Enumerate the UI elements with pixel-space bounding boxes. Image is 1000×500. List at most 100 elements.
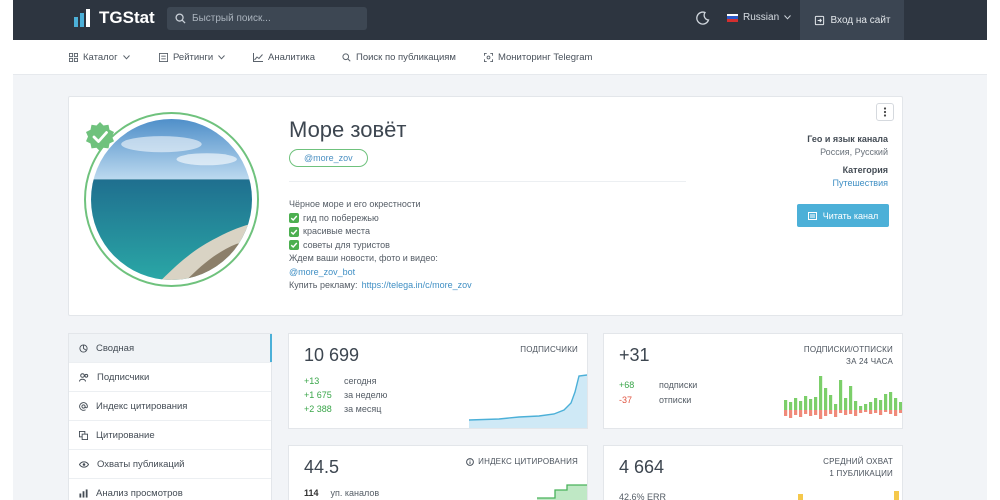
login-icon (814, 15, 824, 25)
sidebar-item-post-reach[interactable]: Охваты публикаций (69, 450, 271, 479)
subscriptions-bar (784, 400, 788, 410)
unsubscriptions-bar (784, 410, 788, 416)
sidebar-item-label: Индекс цитирования (96, 400, 188, 412)
subs-unsubs-card[interactable]: +31 ПОДПИСКИ/ОТПИСКИ ЗА 24 ЧАСА +68 подп… (603, 333, 903, 429)
nav-post-search[interactable]: Поиск по публикациям (342, 52, 456, 63)
users-icon (79, 372, 89, 382)
subscriptions-bar (789, 402, 793, 410)
subs-unsubs-label-line1: ПОДПИСКИ/ОТПИСКИ (803, 345, 893, 354)
sidebar-item-citation-index[interactable]: Индекс цитирования (69, 392, 271, 421)
moon-icon[interactable] (696, 11, 710, 25)
channel-handle[interactable]: @more_zov (289, 149, 368, 167)
delta-value: +2 388 (304, 404, 332, 414)
channel-description: Чёрное море и его окрестности гид по поб… (289, 198, 472, 293)
err-value: 42.6% ERR (619, 492, 667, 500)
bullet-text: советы для туристов (303, 239, 390, 250)
chevron-down-icon (784, 15, 792, 20)
reach-bar-chart (798, 491, 899, 500)
subscribers-card[interactable]: 10 699 ПОДПИСЧИКИ +13 сегодня +1 675 за … (288, 333, 588, 429)
read-channel-label: Читать канал (822, 210, 879, 221)
subscriptions-bar (869, 402, 873, 410)
unsubscriptions-bar (849, 410, 853, 414)
subscriptions-bar (884, 394, 888, 410)
subscriptions-bar (829, 395, 833, 410)
login-button[interactable]: Вход на сайт (800, 0, 904, 40)
more-options-button[interactable] (876, 103, 894, 121)
delta-period: за неделю (344, 390, 388, 400)
subscriptions-bar (874, 398, 878, 410)
subscriptions-bar (834, 404, 838, 410)
delta-row: +68 подписки (619, 380, 697, 390)
at-icon (79, 401, 88, 411)
unsubscriptions-bar (879, 410, 883, 415)
citation-sparkline (537, 484, 587, 500)
delta-period: отписки (659, 395, 692, 405)
nav-analytics[interactable]: Аналитика (253, 52, 315, 63)
unsubscriptions-bar (819, 410, 823, 419)
language-selector[interactable]: Russian (727, 12, 792, 23)
geo-language-block: Гео и язык канала Россия, Русский (807, 134, 888, 157)
subscribers-count: 10 699 (304, 345, 360, 365)
unsubscriptions-bar (889, 410, 893, 414)
citation-index-label: ИНДЕКС ЦИТИРОВАНИЯ (466, 456, 578, 468)
average-reach-card[interactable]: 4 664 СРЕДНИЙ ОХВАТ 1 ПУБЛИКАЦИИ 42.6% E… (603, 445, 903, 500)
subscriptions-bar (859, 406, 863, 410)
sidebar-item-subscribers[interactable]: Подписчики (69, 363, 271, 392)
category-label: Категория (842, 165, 888, 175)
unsubscriptions-bar (884, 410, 888, 412)
subscribers-sparkline (469, 374, 587, 428)
read-channel-button[interactable]: Читать канал (797, 204, 889, 227)
subscriptions-bar (794, 398, 798, 410)
nav-monitoring[interactable]: Мониторинг Telegram (484, 52, 592, 63)
sidebar-item-label: Цитирование (96, 429, 155, 441)
sidebar-item-label: Охваты публикаций (97, 458, 185, 470)
quote-icon (79, 430, 88, 440)
citation-index-value: 44.5 (304, 457, 340, 477)
average-reach-label-line1: СРЕДНИЙ ОХВАТ (823, 457, 893, 466)
russia-flag-icon (727, 13, 738, 22)
unsubscriptions-bar (854, 410, 858, 416)
category-block: Категория Путешествия (832, 165, 888, 188)
average-reach-label-line2: 1 ПУБЛИКАЦИИ (829, 469, 893, 478)
geo-label: Гео и язык канала (807, 134, 888, 144)
sidebar-item-label: Анализ просмотров (96, 487, 183, 499)
citation-row: 114 уп. каналов (304, 488, 379, 498)
checkmark-icon (289, 240, 299, 251)
unsubscriptions-bar (894, 410, 898, 416)
nav-catalog[interactable]: Каталог (69, 52, 130, 63)
brand-logo[interactable]: TGStat (73, 8, 155, 28)
bot-link[interactable]: @more_zov_bot (289, 266, 356, 277)
delta-value: +1 675 (304, 390, 332, 400)
sidebar-item-views-analysis[interactable]: Анализ просмотров (69, 479, 271, 500)
search-input[interactable] (192, 13, 352, 24)
read-icon (807, 211, 817, 220)
bar-chart-icon (79, 488, 88, 498)
quick-search[interactable] (167, 7, 367, 30)
monitor-icon (484, 53, 493, 62)
nav-ratings[interactable]: Рейтинги (159, 52, 226, 63)
subscriptions-bar (864, 404, 868, 410)
language-label: Russian (743, 12, 780, 23)
delta-value: +68 (619, 380, 635, 390)
sidebar-item-citations[interactable]: Цитирование (69, 421, 271, 450)
grid-icon (69, 53, 78, 62)
logo-icon (74, 9, 90, 27)
unsubscriptions-bar (859, 410, 863, 413)
citation-index-card[interactable]: 44.5 ИНДЕКС ЦИТИРОВАНИЯ 114 уп. каналов (288, 445, 588, 500)
delta-row: +2 388 за месяц (304, 404, 381, 414)
bullet-text: красивые места (303, 226, 370, 236)
category-link[interactable]: Путешествия (832, 178, 888, 188)
sidebar-item-summary[interactable]: Сводная (69, 334, 272, 363)
geo-value: Россия, Русский (820, 147, 888, 157)
search-icon (175, 13, 186, 24)
unsubscriptions-bar (804, 410, 808, 414)
delta-period: подписки (659, 380, 698, 390)
subscriptions-bar (824, 388, 828, 410)
unsubscriptions-bar (899, 410, 902, 413)
ads-link[interactable]: https://telega.in/c/more_zov (361, 280, 472, 290)
subscriptions-bar (854, 401, 858, 410)
bullet-text: гид по побережью (303, 212, 379, 223)
subscriptions-bar (899, 402, 902, 410)
checkmark-icon (289, 226, 299, 237)
unsubscriptions-bar (814, 410, 818, 415)
